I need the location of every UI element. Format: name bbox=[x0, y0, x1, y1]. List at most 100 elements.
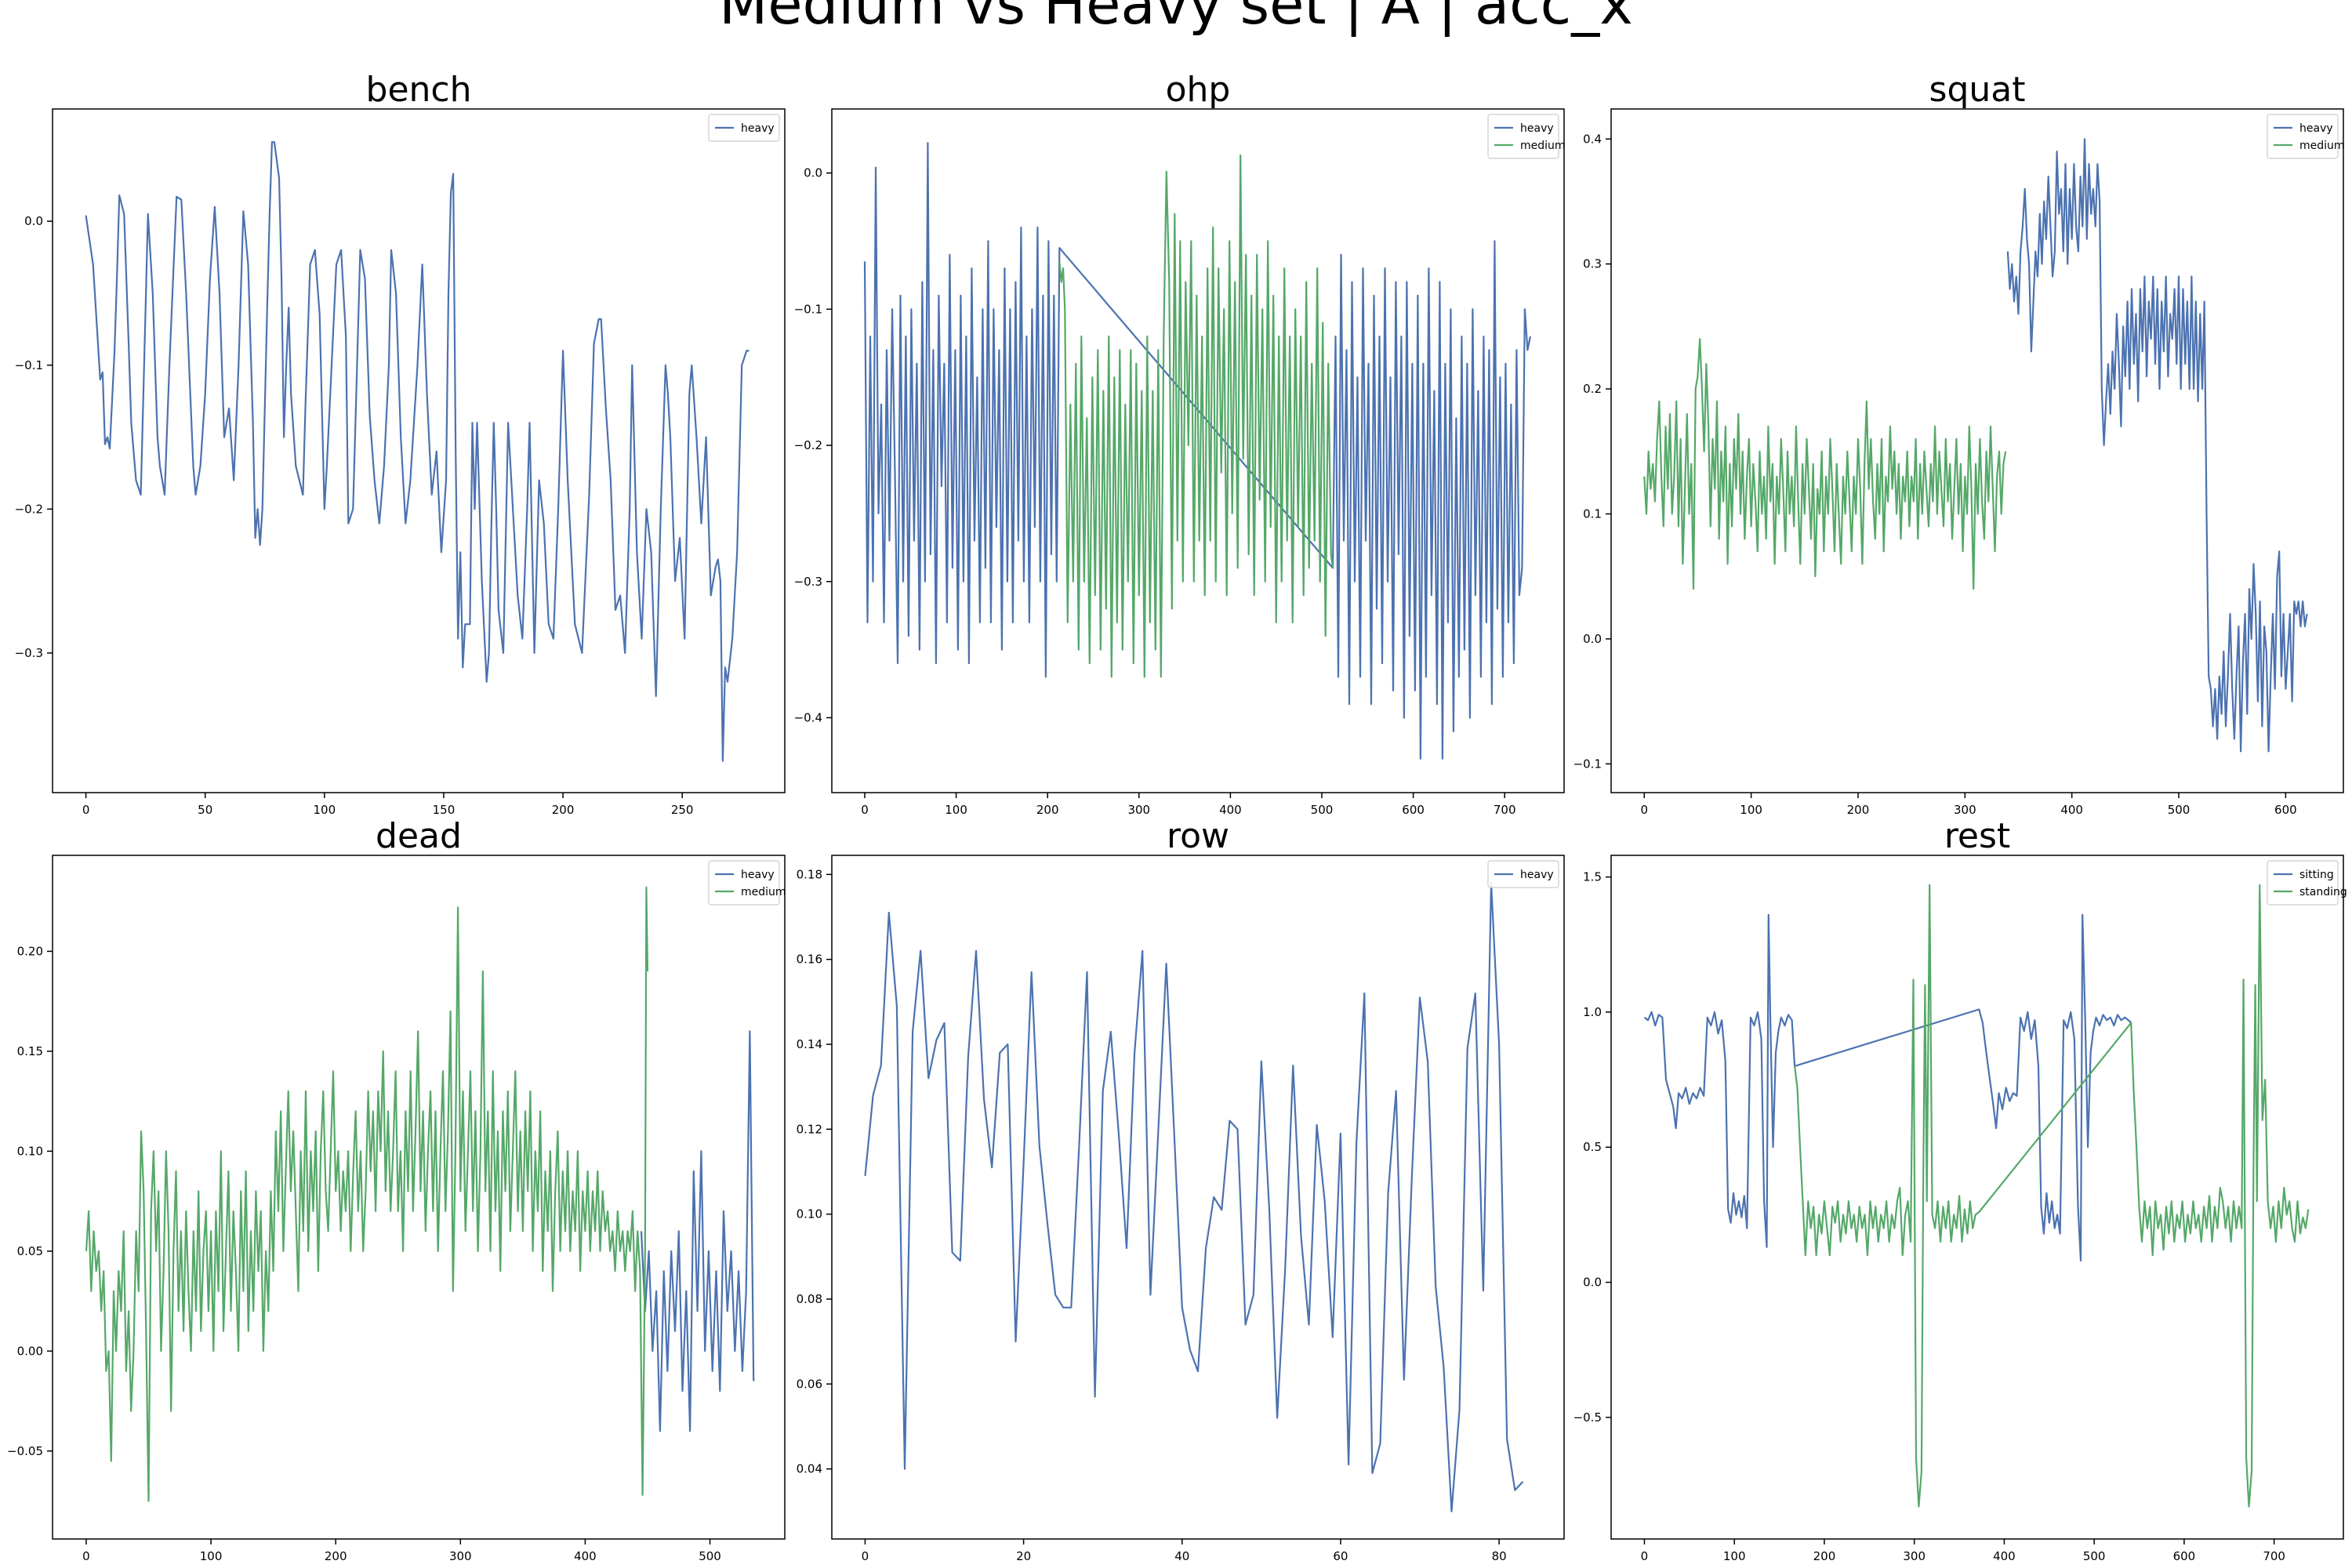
series-group bbox=[1643, 884, 2310, 1508]
chart-rest: rest 0 100 200 300 400 500 600 700 1.5 1.0 0.5 0.0 −0… bbox=[1573, 816, 2347, 1563]
y-tick-label: 0.12 bbox=[797, 1122, 822, 1136]
chart-title: bench bbox=[366, 70, 472, 110]
x-tick-label: 100 bbox=[1740, 803, 1762, 817]
series-line-sitting bbox=[1643, 913, 2132, 1262]
x-tick-label: 300 bbox=[449, 1549, 472, 1563]
x-tick-label: 300 bbox=[1954, 803, 1976, 817]
y-tick-label: 0.5 bbox=[1583, 1140, 1602, 1154]
y-tick-label: 0.0 bbox=[804, 166, 822, 180]
x-tick-label: 0 bbox=[82, 803, 90, 817]
x-tick-label: 0 bbox=[1641, 1549, 1649, 1563]
series-group bbox=[864, 882, 1524, 1512]
legend-box bbox=[708, 860, 780, 906]
series-group bbox=[863, 142, 1531, 760]
x-tick-label: 20 bbox=[1016, 1549, 1031, 1563]
y-tick-label: 0.14 bbox=[797, 1037, 822, 1051]
series-group bbox=[85, 886, 755, 1502]
y-tick-label: −0.1 bbox=[15, 358, 43, 372]
legend-label: heavy bbox=[1520, 122, 1554, 135]
y-tick-label: 0.00 bbox=[17, 1344, 43, 1358]
x-tick-label: 150 bbox=[433, 803, 456, 817]
x-tick-label: 700 bbox=[2263, 1549, 2285, 1563]
series-line-heavy bbox=[2006, 138, 2308, 753]
x-tick-label: 80 bbox=[1492, 1549, 1507, 1563]
series-line-medium bbox=[1058, 154, 1334, 678]
y-tick-label: −0.2 bbox=[794, 438, 822, 452]
y-tick-label: −0.05 bbox=[7, 1444, 43, 1458]
axes-frame bbox=[831, 108, 1565, 793]
chart-title: rest bbox=[1944, 816, 2010, 856]
y-tick-label: 0.1 bbox=[1583, 507, 1602, 521]
legend: heavy bbox=[1487, 860, 1559, 888]
x-tick-label: 200 bbox=[1813, 1549, 1836, 1563]
y-tick-label: 0.0 bbox=[24, 214, 43, 228]
legend-label: heavy bbox=[741, 869, 775, 881]
y-tick-label: −0.5 bbox=[1573, 1410, 1602, 1425]
y-tick-label: 0.3 bbox=[1583, 257, 1602, 271]
chart-ohp: ohp 0 100 200 300 400 500 600 700 0.0 −0.1 −0.2 −0.3… bbox=[794, 70, 1566, 817]
x-tick-label: 300 bbox=[1903, 1549, 1926, 1563]
chart-title: squat bbox=[1929, 70, 2026, 110]
legend-box bbox=[708, 114, 780, 142]
axes-frame bbox=[831, 855, 1565, 1540]
x-tick-label: 200 bbox=[325, 1549, 347, 1563]
x-tick-label: 400 bbox=[1219, 803, 1242, 817]
axes-frame bbox=[52, 108, 786, 793]
legend-label: heavy bbox=[1520, 869, 1554, 881]
x-tick-label: 500 bbox=[2083, 1549, 2106, 1563]
y-tick-label: 0.4 bbox=[1583, 132, 1602, 146]
y-tick-label: 0.05 bbox=[17, 1244, 43, 1258]
x-tick-label: 100 bbox=[945, 803, 967, 817]
x-tick-label: 200 bbox=[1847, 803, 1870, 817]
x-tick-label: 50 bbox=[198, 803, 212, 817]
y-tick-label: 0.0 bbox=[1583, 632, 1602, 646]
y-tick-label: −0.1 bbox=[1573, 757, 1602, 771]
x-tick-label: 400 bbox=[1993, 1549, 2016, 1563]
x-tick-label: 600 bbox=[1402, 803, 1425, 817]
x-tick-label: 100 bbox=[314, 803, 336, 817]
series-line-heavy bbox=[864, 882, 1524, 1512]
chart-title: dead bbox=[376, 816, 462, 856]
figure-title: Medium vs Heavy set | A | acc_x bbox=[719, 0, 1633, 37]
legend-label: medium bbox=[2299, 140, 2345, 152]
legend-label: medium bbox=[1520, 140, 1566, 152]
x-tick-label: 700 bbox=[1494, 803, 1516, 817]
axes-frame bbox=[1610, 855, 2344, 1540]
legend: heavy medium bbox=[708, 860, 786, 906]
axes-frame bbox=[52, 855, 786, 1540]
x-tick-label: 300 bbox=[1127, 803, 1150, 817]
x-tick-label: 100 bbox=[1723, 1549, 1746, 1563]
x-tick-label: 0 bbox=[1640, 803, 1648, 817]
legend: heavy medium bbox=[1487, 114, 1566, 159]
legend-box bbox=[1487, 860, 1559, 888]
x-tick-label: 500 bbox=[2168, 803, 2190, 817]
y-tick-label: −0.3 bbox=[15, 646, 43, 660]
chart-title: ohp bbox=[1166, 70, 1231, 110]
series-line-heavy bbox=[640, 1030, 755, 1432]
y-tick-label: 0.15 bbox=[17, 1044, 43, 1058]
y-tick-label: 0.20 bbox=[17, 944, 43, 958]
x-tick-label: 600 bbox=[2173, 1549, 2196, 1563]
axes-frame bbox=[1610, 108, 2344, 793]
x-tick-label: 200 bbox=[1036, 803, 1059, 817]
legend-label: heavy bbox=[741, 122, 775, 135]
x-tick-label: 40 bbox=[1174, 1549, 1189, 1563]
x-tick-label: 200 bbox=[552, 803, 575, 817]
x-tick-label: 500 bbox=[699, 1549, 721, 1563]
x-tick-label: 600 bbox=[2274, 803, 2297, 817]
chart-row: row 0 20 40 60 80 0.18 0.16 0.14 0.12 0.10 0.08 0.06… bbox=[797, 816, 1565, 1563]
chart-dead: dead 0 100 200 300 400 500 0.20 0.15 0.10 0.05 0.00… bbox=[7, 816, 786, 1563]
legend: heavy medium bbox=[2267, 114, 2345, 159]
y-tick-label: 1.0 bbox=[1583, 1005, 1602, 1019]
x-tick-label: 60 bbox=[1333, 1549, 1348, 1563]
x-tick-label: 0 bbox=[862, 1549, 869, 1563]
legend-box bbox=[2267, 860, 2339, 906]
chart-squat: squat 0 100 200 300 400 500 600 0.4 0.3 0.2 0.1 0.0 −… bbox=[1573, 70, 2345, 817]
legend-box bbox=[1487, 114, 1559, 159]
y-tick-label: 0.10 bbox=[17, 1144, 43, 1158]
y-tick-label: 0.16 bbox=[797, 953, 822, 967]
y-tick-label: −0.2 bbox=[15, 502, 43, 516]
y-tick-label: 1.5 bbox=[1583, 870, 1602, 884]
legend-label: medium bbox=[741, 886, 786, 898]
series-line-heavy bbox=[85, 141, 750, 762]
